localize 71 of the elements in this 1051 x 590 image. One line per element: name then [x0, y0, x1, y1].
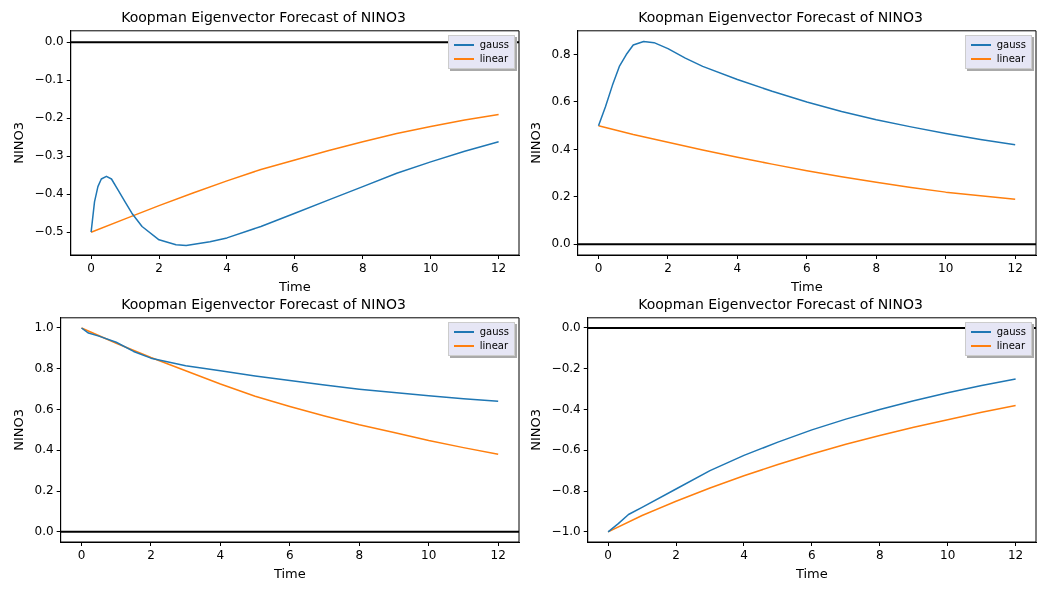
y-tick-label: 0.0: [561, 320, 581, 335]
y-tick-label: 0.4: [34, 442, 54, 457]
x-tick-label: 10: [940, 548, 956, 563]
chart-title: Koopman Eigenvector Forecast of NINO3: [638, 296, 923, 313]
y-tick-label: 0.4: [551, 141, 571, 156]
x-tick-label: 8: [358, 261, 367, 276]
y-tick-label: −0.3: [34, 148, 64, 163]
y-tick-label: 0.0: [551, 236, 571, 251]
y-tick-label: 1.0: [34, 320, 54, 335]
x-tick-label: 4: [740, 548, 748, 563]
chart-title: Koopman Eigenvector Forecast of NINO3: [121, 296, 406, 313]
x-tick-label: 6: [803, 261, 811, 276]
y-tick-label: 0.8: [551, 46, 571, 61]
x-tick-label: 8: [875, 548, 884, 563]
x-tick-label: 10: [423, 261, 439, 276]
x-tick-label: 0: [594, 261, 603, 276]
x-tick-label: 0: [604, 548, 612, 563]
y-axis-title: NINO3: [528, 122, 544, 164]
x-tick-label: 2: [672, 548, 680, 563]
x-axis-title: Time: [277, 278, 311, 294]
x-tick-label: 0: [87, 261, 95, 276]
y-tick-label: −1.0: [551, 523, 581, 538]
legend-label: gauss: [996, 37, 1026, 52]
x-tick-label: 2: [147, 548, 155, 563]
x-tick-label: 2: [155, 261, 163, 276]
y-tick-label: −0.5: [34, 224, 64, 239]
x-axis-title: Time: [794, 565, 828, 581]
legend-label: linear: [996, 338, 1026, 353]
y-tick-label: 0.6: [34, 401, 54, 416]
x-axis-title: Time: [272, 565, 306, 581]
y-tick-label: −0.2: [34, 110, 64, 125]
y-axis-title: NINO3: [11, 122, 27, 164]
y-tick-label: 0.0: [34, 523, 54, 538]
y-tick-label: −0.6: [551, 442, 581, 457]
legend-label: linear: [479, 338, 509, 353]
x-tick-label: 8: [872, 261, 881, 276]
legend-label: linear: [479, 51, 509, 66]
y-tick-label: −0.1: [34, 72, 64, 87]
x-tick-label: 6: [286, 548, 294, 563]
x-tick-label: 8: [355, 548, 364, 563]
x-axis-title: Time: [789, 278, 823, 294]
y-tick-label: 0.0: [44, 34, 64, 49]
legend-label: gauss: [479, 37, 509, 52]
x-tick-label: 12: [490, 548, 506, 563]
x-tick-label: 10: [938, 261, 954, 276]
x-tick-label: 2: [664, 261, 672, 276]
y-tick-label: 0.2: [551, 189, 571, 203]
x-tick-label: 12: [1007, 261, 1023, 276]
x-tick-label: 12: [490, 261, 507, 276]
y-tick-label: −0.4: [551, 401, 581, 416]
y-tick-label: 0.8: [34, 360, 54, 375]
y-tick-label: −0.8: [551, 483, 581, 498]
x-tick-label: 10: [421, 548, 437, 563]
y-axis-title: NINO3: [528, 409, 544, 451]
x-tick-label: 12: [1007, 548, 1024, 563]
x-tick-label: 6: [808, 548, 816, 563]
y-tick-label: −0.4: [34, 186, 64, 201]
legend-label: gauss: [996, 324, 1026, 339]
y-axis-title: NINO3: [11, 409, 27, 451]
x-tick-label: 4: [223, 261, 231, 276]
x-tick-label: 0: [77, 548, 86, 563]
x-tick-label: 4: [216, 548, 225, 563]
legend-label: linear: [996, 51, 1026, 66]
y-tick-label: 0.6: [551, 94, 571, 109]
chart-title: Koopman Eigenvector Forecast of NINO3: [638, 9, 923, 26]
x-tick-label: 6: [291, 261, 299, 276]
legend-label: gauss: [479, 324, 509, 339]
chart-title: Koopman Eigenvector Forecast of NINO3: [121, 9, 406, 26]
y-tick-label: 0.2: [34, 483, 54, 498]
x-tick-label: 4: [733, 261, 742, 276]
y-tick-label: −0.2: [551, 360, 581, 375]
